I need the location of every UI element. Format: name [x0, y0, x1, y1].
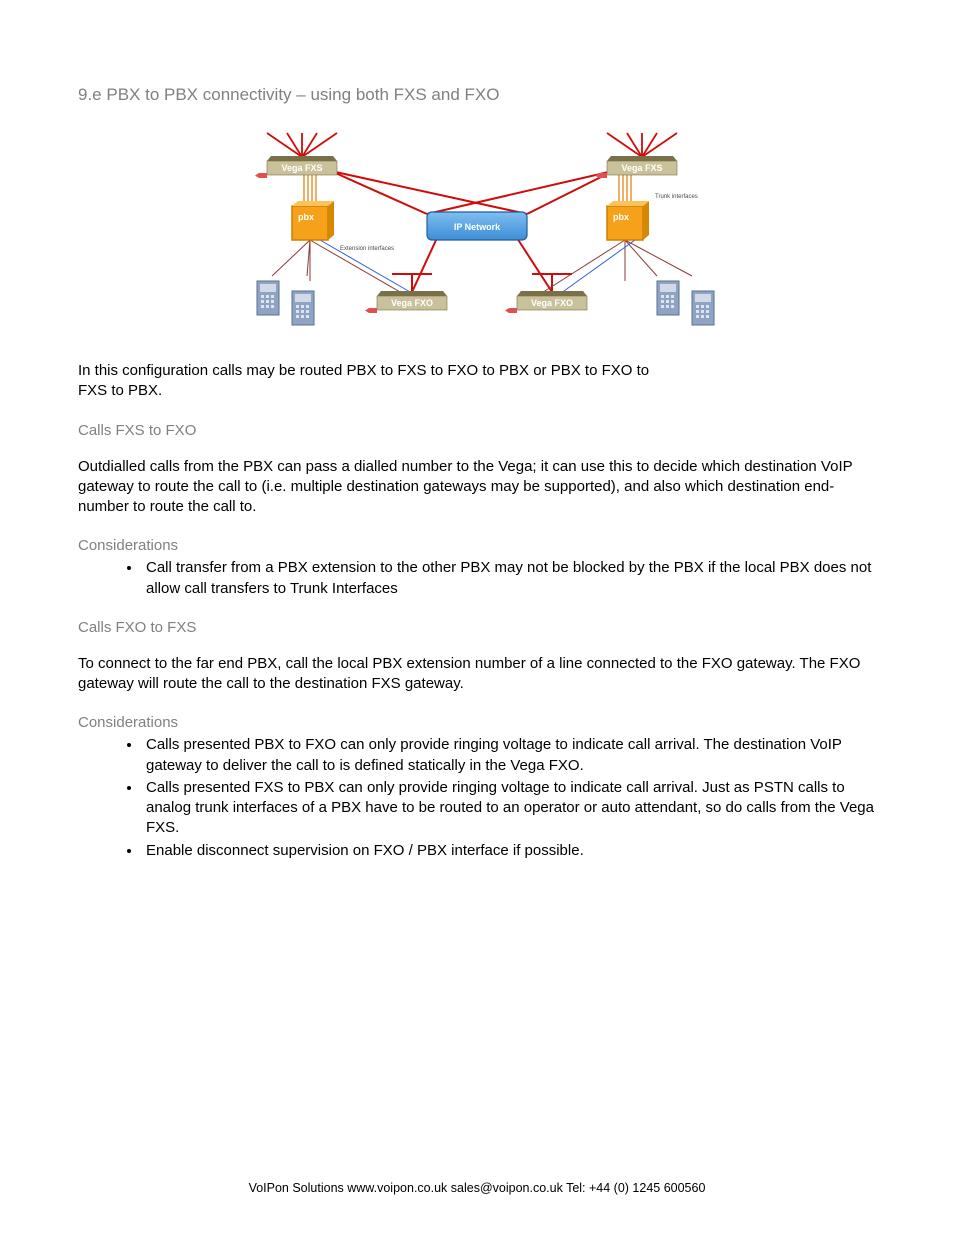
network-diagram: Vega FXS Vega FXS pbx pbx IP Network Vega FXO… — [237, 131, 717, 331]
paragraph-intro: In this configuration calls may be route… — [78, 361, 678, 402]
svg-text:Extension interfaces: Extension interfaces — [340, 246, 394, 252]
list-item: Call transfer from a PBX extension to th… — [142, 558, 876, 599]
list-item: Enable disconnect supervision on FXO / P… — [142, 841, 876, 861]
paragraph-fxo-fxs: To connect to the far end PBX, call the … — [78, 654, 876, 695]
considerations-heading-2: Considerations — [78, 714, 876, 731]
svg-text:pbx: pbx — [298, 212, 314, 222]
svg-text:pbx: pbx — [613, 212, 629, 222]
considerations-heading-1: Considerations — [78, 537, 876, 554]
list-item: Calls presented PBX to FXO can only prov… — [142, 735, 876, 776]
svg-text:Trunk interfaces: Trunk interfaces — [655, 194, 698, 200]
subheading-fxo-to-fxs: Calls FXO to FXS — [78, 619, 876, 636]
svg-text:Vega FXO: Vega FXO — [391, 298, 433, 308]
considerations-list-2: Calls presented PBX to FXO can only prov… — [78, 735, 876, 861]
svg-text:Vega FXS: Vega FXS — [281, 163, 322, 173]
considerations-list-1: Call transfer from a PBX extension to th… — [78, 558, 876, 599]
svg-text:Vega FXO: Vega FXO — [531, 298, 573, 308]
page-title: 9.e PBX to PBX connectivity – using both… — [78, 85, 876, 105]
paragraph-fxs-fxo: Outdialled calls from the PBX can pass a… — [78, 457, 876, 518]
diagram-container: Vega FXS Vega FXS pbx pbx IP Network Vega FXO… — [78, 131, 876, 331]
subheading-fxs-to-fxo: Calls FXS to FXO — [78, 422, 876, 439]
svg-text:Vega FXS: Vega FXS — [621, 163, 662, 173]
page-footer: VoIPon Solutions www.voipon.co.uk sales@… — [0, 1181, 954, 1195]
svg-text:IP Network: IP Network — [454, 222, 501, 232]
list-item: Calls presented FXS to PBX can only prov… — [142, 778, 876, 839]
